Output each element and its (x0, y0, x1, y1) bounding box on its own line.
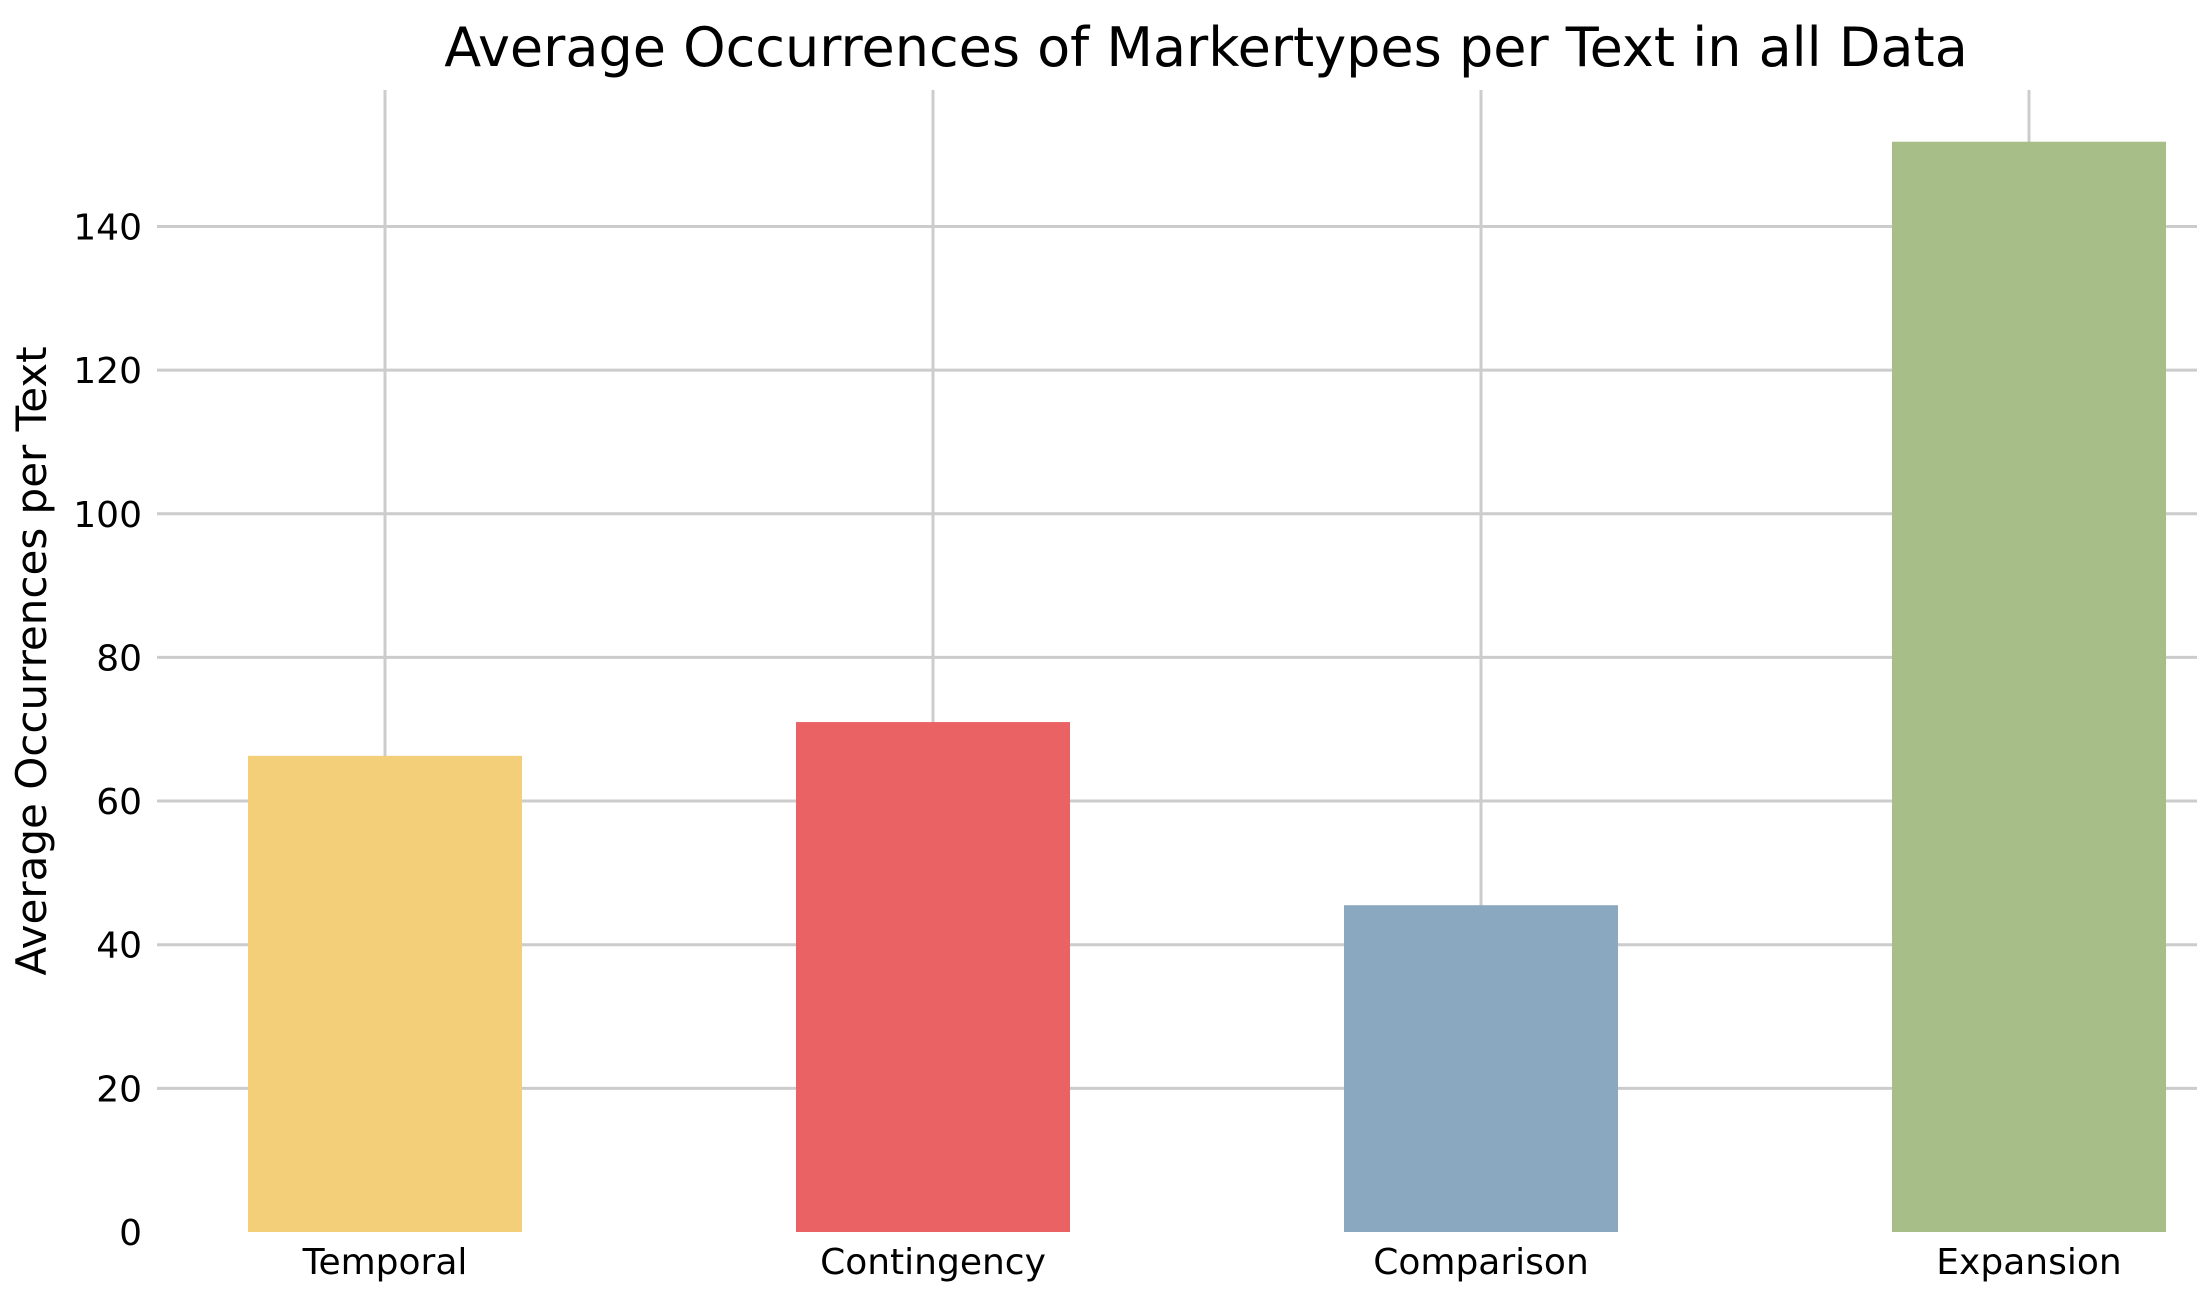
bar-contingency (796, 722, 1070, 1232)
y-tick-label: 60 (96, 782, 142, 823)
y-tick-label: 100 (73, 495, 142, 536)
bars (248, 141, 2166, 1232)
bar-expansion (1892, 141, 2166, 1232)
bar-comparison (1344, 905, 1618, 1232)
y-tick-label: 20 (96, 1069, 142, 1110)
y-tick-label: 140 (73, 207, 142, 248)
y-tick-label: 120 (73, 351, 142, 392)
bar-temporal (248, 755, 522, 1232)
x-tick-label: Comparison (1373, 1242, 1589, 1283)
y-axis-label: Average Occurrences per Text (7, 346, 56, 975)
x-tick-label: Temporal (302, 1242, 468, 1283)
x-tick-label: Contingency (820, 1242, 1046, 1283)
x-axis-ticks: Temporal Contingency Comparison Expansion (302, 1242, 2122, 1283)
x-tick-label: Expansion (1936, 1242, 2121, 1283)
y-tick-label: 80 (96, 638, 142, 679)
y-tick-label: 0 (119, 1213, 142, 1254)
y-tick-label: 40 (96, 926, 142, 967)
y-axis-ticks: 0 20 40 60 80 100 120 140 (73, 207, 142, 1254)
chart-title: Average Occurrences of Markertypes per T… (444, 16, 1968, 79)
